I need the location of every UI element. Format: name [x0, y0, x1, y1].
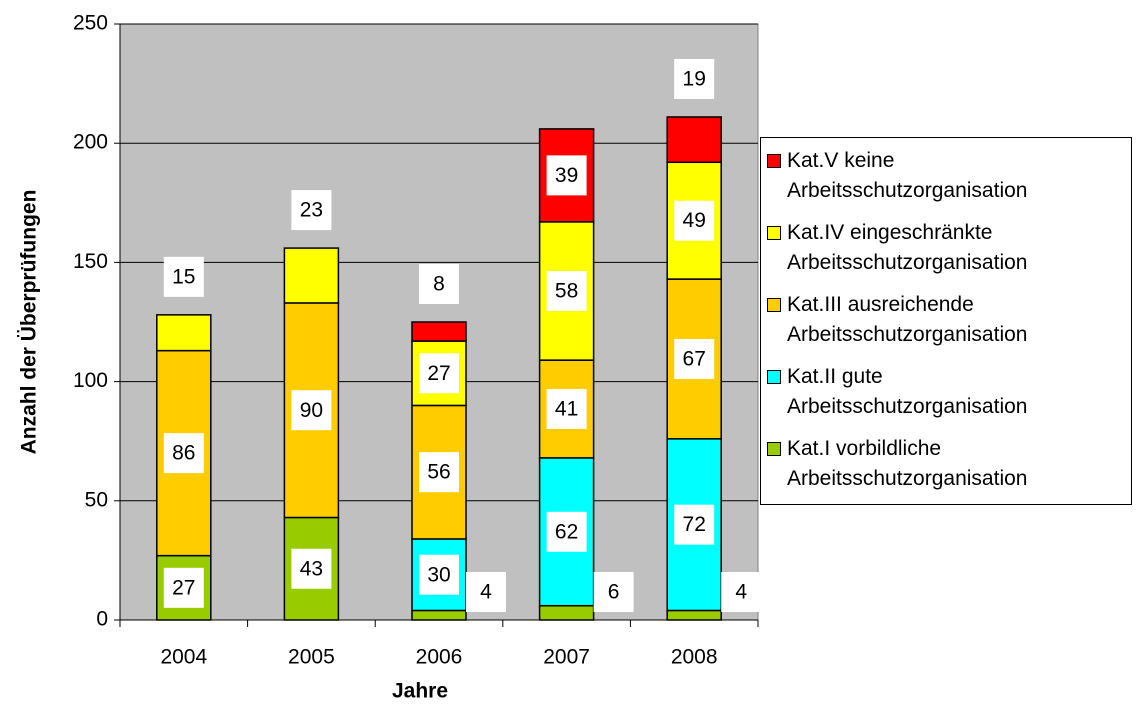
- legend-swatch: [767, 298, 781, 312]
- x-tick-label: 2006: [416, 646, 463, 669]
- data-label-box: [546, 271, 587, 312]
- legend-swatch: [767, 442, 781, 456]
- data-label: 90: [300, 399, 323, 422]
- x-tick-label: 2004: [160, 646, 207, 669]
- data-label: 58: [555, 280, 578, 303]
- legend-swatch: [767, 226, 781, 240]
- legend-label: Kat.I vorbildliche Arbeitsschutzorganisa…: [787, 437, 1028, 490]
- data-label-box: [419, 353, 459, 394]
- data-label: 49: [683, 209, 706, 232]
- data-label-box: [163, 256, 204, 297]
- legend-label: Kat.V keine Arbeitsschutzorganisation: [787, 149, 1028, 202]
- x-tick-label: 2008: [671, 646, 718, 669]
- data-label-box: [546, 155, 587, 196]
- data-label: 41: [555, 398, 578, 421]
- legend-item: Kat.III ausreichende Arbeitsschutzorgani…: [767, 290, 1127, 362]
- data-label: 62: [555, 520, 578, 543]
- bar-segment: [538, 604, 595, 621]
- y-tick-label: 150: [73, 250, 108, 273]
- bar-segment: [666, 609, 722, 621]
- data-label: 56: [427, 461, 450, 484]
- data-label-box: [674, 58, 715, 99]
- y-tick-label: 0: [96, 608, 108, 631]
- data-label: 27: [172, 576, 195, 599]
- data-label-box: [419, 554, 459, 595]
- data-label: 4: [480, 581, 492, 604]
- data-label: 15: [172, 265, 195, 288]
- legend: Kat.V keine Arbeitsschutzorganisation Kat…: [760, 137, 1132, 505]
- bar-segment: [283, 247, 340, 304]
- bar-segment: [411, 609, 467, 621]
- data-label: 23: [300, 199, 323, 222]
- x-tick-label: 2007: [543, 646, 590, 669]
- y-tick-label: 200: [73, 131, 108, 154]
- data-label-box: [546, 511, 587, 552]
- legend-item: Kat.IV eingeschränkte Arbeitsschutzorgan…: [767, 218, 1127, 290]
- bar-segment: [411, 321, 467, 342]
- legend-item: Kat.V keine Arbeitsschutzorganisation: [767, 146, 1127, 218]
- x-axis-title: Jahre: [392, 680, 448, 703]
- y-axis-title: Anzahl der Überprüfungen: [18, 190, 41, 455]
- data-label: 30: [427, 563, 450, 586]
- y-tick-label: 250: [73, 12, 108, 35]
- y-tick-label: 50: [85, 488, 108, 511]
- data-label-box: [593, 572, 634, 612]
- data-label-box: [163, 567, 204, 608]
- legend-label: Kat.III ausreichende Arbeitsschutzorgani…: [787, 293, 1028, 346]
- data-label: 67: [683, 347, 706, 370]
- x-tick-label: 2005: [288, 646, 335, 669]
- legend-item: Kat.II gute Arbeitsschutzorganisation: [767, 362, 1127, 434]
- legend-label: Kat.IV eingeschränkte Arbeitsschutzorgan…: [787, 221, 1028, 274]
- legend-item: Kat.I vorbildliche Arbeitsschutzorganisa…: [767, 434, 1127, 506]
- data-label-box: [419, 452, 459, 493]
- data-label-box: [419, 264, 459, 304]
- data-label: 8: [433, 273, 445, 296]
- data-label-box: [721, 572, 762, 612]
- y-tick-label: 100: [73, 369, 108, 392]
- data-label: 72: [683, 513, 706, 536]
- data-label: 19: [683, 68, 706, 91]
- legend-swatch: [767, 370, 781, 384]
- data-label-box: [674, 200, 715, 241]
- data-label: 4: [735, 581, 747, 604]
- data-label: 39: [555, 164, 578, 187]
- data-label: 27: [427, 362, 450, 385]
- data-label-box: [466, 572, 506, 612]
- bar-segment: [666, 116, 722, 164]
- data-label: 43: [300, 557, 323, 580]
- data-label-box: [674, 504, 715, 545]
- data-label-box: [546, 389, 587, 430]
- data-label-box: [291, 548, 332, 589]
- bar-segment: [156, 314, 212, 352]
- data-label-box: [163, 433, 204, 474]
- data-label-box: [291, 390, 332, 431]
- legend-swatch: [767, 154, 781, 168]
- data-label: 86: [172, 442, 195, 465]
- data-label: 6: [608, 581, 620, 604]
- legend-label: Kat.II gute Arbeitsschutzorganisation: [787, 365, 1028, 418]
- data-label-box: [291, 190, 332, 231]
- data-label-box: [674, 338, 715, 379]
